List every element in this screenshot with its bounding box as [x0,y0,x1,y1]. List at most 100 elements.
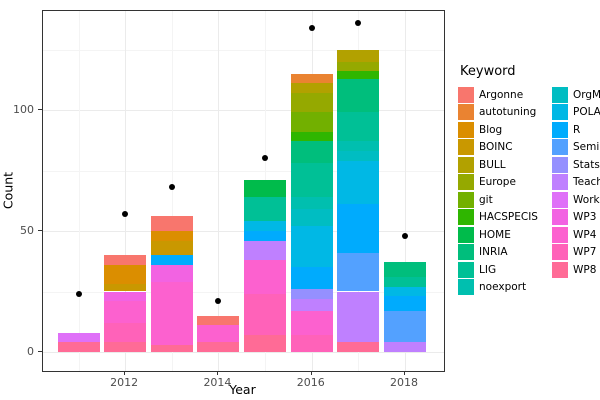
legend-swatch-git [458,191,474,208]
legend-swatch-WP4 [552,226,568,243]
legend-item-POLARIS: POLARIS [552,104,600,122]
legend-label: HOME [479,228,511,241]
legend-item-HOME: HOME [458,226,550,244]
bar-segment-Argonne-2012 [104,255,147,265]
bar-segment-Blog-2013 [150,231,193,241]
legend-item-WP3: WP3 [552,209,600,227]
legend-column-2: OrgMode POLARIS R Seminar Stats Teaching Workl… [552,86,600,296]
gridline-y-major [43,110,444,111]
bar-segment-WP8-2014 [197,342,240,352]
legend-item-Argonne: Argonne [458,86,550,104]
gridline-y-minor [43,170,444,172]
data-point-dot-2011 [75,290,82,297]
legend-column-1: Argonne autotuning Blog BOINC BULL Europe git H… [458,86,550,296]
legend-item-WP8: WP8 [552,261,600,279]
bar-segment-Seminar-2018 [384,310,427,343]
bar-segment-WP8-2017 [337,342,380,352]
legend-item-WP7: WP7 [552,244,600,262]
legend-swatch-Stats [552,156,568,173]
gridline-x-2012 [125,11,127,371]
gridline-y-major [43,231,444,232]
gridline-y-major [43,352,444,353]
y-tick-label: 100 [13,103,34,116]
legend-label: Teaching [573,176,600,189]
gridline-x-2013 [171,11,173,371]
data-point-dot-2012 [122,211,129,218]
legend-label: Stats [573,158,600,171]
legend-swatch-Blog [458,121,474,138]
legend-item-autotuning: autotuning [458,104,550,122]
legend-item-git: git [458,191,550,209]
y-tick-label: 50 [20,224,34,237]
legend-label: LIG [479,263,497,276]
bar-segment-Workload-2011 [57,332,100,343]
bar-segment-HACSPECIS-2017 [337,71,380,79]
legend-swatch-autotuning [458,104,474,121]
legend-item-LIG: LIG [458,261,550,279]
bar-segment-WP4-2016 [290,310,333,336]
legend-label: noexport [479,281,527,294]
bar-segment-R-2015 [244,231,287,241]
bar-segment-BULL-2016 [290,83,333,94]
bar-segment-Teaching-2018 [384,342,427,352]
bar-segment-git-2016 [290,112,333,132]
bar-segment-POLARIS-2017 [337,160,380,205]
bar-segment-LIG-2017 [337,112,380,142]
bar-segment-OrgMode-2017 [337,151,380,161]
legend-item-Teaching: Teaching [552,174,600,192]
bar-segment-BOINC-2012 [104,284,147,292]
legend-swatch-HACSPECIS [458,209,474,226]
bar-segment-Europe-2017 [337,61,380,72]
legend-item-BOINC: BOINC [458,139,550,157]
legend-swatch-noexport [458,279,474,296]
x-tick-mark [310,371,312,375]
legend: Keyword Argonne autotuning Blog BOINC BULL Eu… [458,64,600,296]
bar-segment-Europe-2016 [290,93,333,113]
plot-panel [42,10,445,372]
legend-item-HACSPECIS: HACSPECIS [458,209,550,227]
legend-swatch-R [552,121,568,138]
legend-item-Seminar: Seminar [552,139,600,157]
bar-segment-LIG-2015 [244,197,287,222]
legend-swatch-HOME [458,226,474,243]
bar-segment-WP7-2012 [104,322,147,343]
bar-segment-BULL-2017 [337,49,380,62]
legend-label: BOINC [479,141,513,154]
legend-item-noexport: noexport [458,279,550,297]
legend-label: Seminar [573,141,600,154]
data-point-dot-2013 [168,184,175,191]
bar-segment-R-2017 [337,204,380,253]
legend-label: Europe [479,176,516,189]
legend-item-INRIA: INRIA [458,244,550,262]
x-tick-mark [217,371,219,375]
bar-segment-R-2016 [290,267,333,290]
legend-swatch-Teaching [552,174,568,191]
data-point-dot-2014 [215,298,222,305]
bar-segment-WP8-2013 [150,344,193,352]
bar-segment-POLARIS-2018 [384,286,427,297]
legend-label: Workload [573,193,600,206]
legend-swatch-WP3 [552,209,568,226]
legend-label: git [479,193,493,206]
legend-swatch-Seminar [552,139,568,156]
bar-segment-INRIA-2016 [290,141,333,164]
data-point-dot-2016 [308,24,315,31]
bar-segment-Argonne-2014 [197,315,240,326]
bar-segment-Teaching-2015 [244,240,287,261]
bar-segment-WP4-2015 [244,260,287,294]
legend-swatch-BULL [458,156,474,173]
bar-segment-Blog-2012 [104,264,147,285]
legend-swatch-LIG [458,261,474,278]
legend-columns: Argonne autotuning Blog BOINC BULL Europe git H… [458,86,600,296]
legend-swatch-Europe [458,174,474,191]
legend-label: Blog [479,123,503,136]
gridline-y-minor [43,49,444,51]
gridline-x-2014 [218,11,220,371]
gridline-y-minor [43,291,444,293]
bar-segment-HOME-2015 [244,180,287,198]
gridline-x-2011 [78,11,80,371]
bar-segment-WP3-2013 [150,264,193,282]
legend-item-Europe: Europe [458,174,550,192]
legend-label: OrgMode [573,88,600,101]
